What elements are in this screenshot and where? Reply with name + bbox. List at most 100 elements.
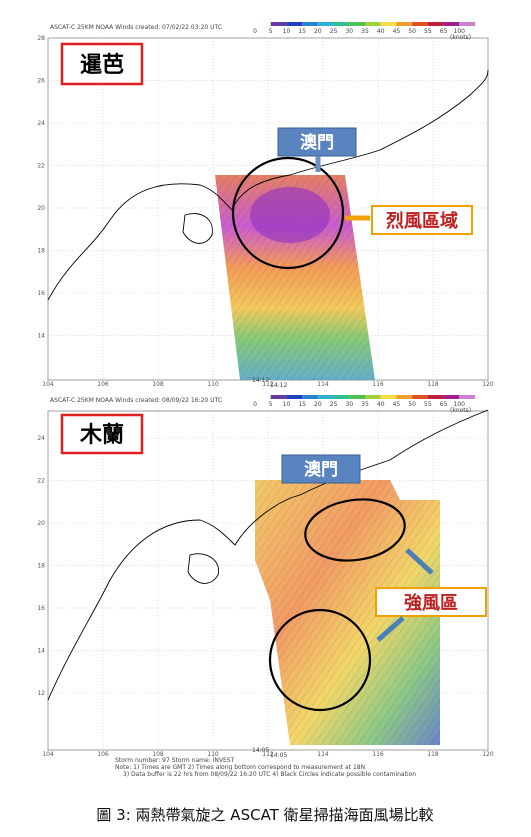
colorbar-cell	[270, 395, 287, 399]
lat-label: 16	[37, 605, 45, 612]
storm-box	[60, 42, 144, 86]
lon-label: 118	[427, 751, 439, 758]
colorbar-cell	[349, 22, 365, 26]
lon-label: 108	[152, 751, 164, 758]
annotation-label: 烈風區域	[386, 210, 458, 232]
lat-label: 18	[37, 563, 45, 570]
colorbar-cell	[396, 395, 413, 399]
coastline	[47, 409, 489, 701]
lon-label: 114	[317, 381, 329, 388]
colorbar-label: 55	[424, 401, 432, 408]
colorbar-cell	[270, 22, 287, 26]
colorbar-cell	[333, 22, 350, 26]
colorbar-cell	[255, 395, 271, 399]
colorbar-label: 10	[283, 401, 291, 408]
colorbar-cell	[396, 22, 413, 26]
colorbar-label: 50	[408, 28, 416, 35]
lat-label: 22	[37, 163, 45, 170]
colorbar-cell	[349, 395, 365, 399]
colorbar-label: 20	[314, 28, 322, 35]
colorbar-cell	[380, 395, 397, 399]
colorbar-cell	[459, 395, 475, 399]
colorbar-cell	[365, 395, 381, 399]
contamination-circle	[268, 608, 372, 712]
note-line: Note: 1) Times are GMT 2) Times along bo…	[115, 764, 365, 771]
colorbar-cell	[302, 22, 318, 26]
annotation-box	[375, 587, 487, 617]
colorbar-label: 20	[314, 401, 322, 408]
time-label: 14:12	[252, 377, 269, 384]
location-label: 澳門	[304, 459, 338, 480]
time-label: 14:05	[252, 747, 269, 754]
lon-label: 116	[372, 381, 384, 388]
arrow	[376, 616, 405, 642]
colorbar-label: 5	[269, 28, 273, 35]
lon-label: 112	[262, 751, 274, 758]
lat-label: 20	[37, 205, 45, 212]
lon-label: 112	[262, 381, 274, 388]
map-panel: 24 22 20 18 16 14 12 104 106 108 110 112 114 116 118 12…	[37, 395, 494, 759]
colorbar-label: 0	[253, 401, 257, 408]
strong-wind-core	[250, 187, 330, 243]
lon-label: 106	[97, 751, 109, 758]
lat-label: 12	[37, 690, 45, 697]
colorbar-cell	[255, 22, 271, 26]
lat-label: 14	[37, 648, 45, 655]
lat-label: 16	[37, 290, 45, 297]
lon-label: 118	[427, 381, 439, 388]
colorbar-label: 5	[269, 401, 273, 408]
coastline	[47, 69, 489, 301]
colorbar-label: 45	[393, 28, 401, 35]
colorbar-label: 30	[345, 28, 353, 35]
colorbar-cell	[412, 395, 428, 399]
caption: 圖 3: 兩熱帶氣旋之 ASCAT 衛星掃描海面風場比較	[96, 806, 433, 824]
colorbar-label: 25	[330, 28, 338, 35]
lon-label: 116	[372, 751, 384, 758]
lat-label: 24	[37, 435, 45, 442]
colorbar-label: 100	[454, 401, 466, 408]
colorbar-label: 35	[361, 28, 369, 35]
colorbar-label: 65	[440, 401, 448, 408]
colorbar-cell	[459, 22, 475, 26]
colorbar-label: 40	[377, 401, 385, 408]
colorbar-cell	[286, 22, 303, 26]
lat-label: 28	[37, 35, 45, 42]
colorbar-unit: (knots)	[450, 34, 471, 41]
time-label: 14:12	[270, 382, 287, 389]
lat-label: 26	[37, 78, 45, 85]
contamination-circle	[231, 156, 345, 270]
colorbar-cell	[427, 395, 444, 399]
lon-label: 104	[42, 381, 54, 388]
panel-header: ASCAT-C 25KM NOAA Winds created: 07/02/2…	[50, 24, 222, 31]
lon-label: 108	[152, 381, 164, 388]
colorbar-cell	[286, 395, 303, 399]
colorbar-label: 10	[283, 28, 291, 35]
location-label: 澳門	[300, 132, 334, 153]
annotation-box	[371, 205, 473, 235]
time-label: 14:05	[270, 752, 287, 759]
lat-label: 22	[37, 478, 45, 485]
colorbar-cell	[317, 22, 334, 26]
colorbar-label: 50	[408, 401, 416, 408]
lat-label: 18	[37, 248, 45, 255]
colorbar-label: 45	[393, 401, 401, 408]
note-line: Storm number: 97 Storm name: INVEST	[115, 757, 235, 764]
annotation-label: 強風區	[404, 592, 458, 614]
lon-label: 110	[207, 751, 219, 758]
lon-label: 104	[42, 751, 54, 758]
contamination-circle	[304, 498, 406, 562]
arrow	[405, 548, 434, 575]
island	[182, 213, 213, 244]
colorbar-cell	[443, 22, 460, 26]
colorbar-label: 15	[298, 28, 306, 35]
colorbar-label: 35	[361, 401, 369, 408]
lon-label: 110	[207, 381, 219, 388]
storm-name: 暹芭	[80, 53, 124, 78]
storm-box	[60, 413, 144, 455]
colorbar-unit: (knots)	[450, 407, 471, 414]
colorbar-cell	[443, 395, 460, 399]
colorbar-label: 15	[298, 401, 306, 408]
colorbar-cell	[380, 22, 397, 26]
lat-label: 20	[37, 520, 45, 527]
